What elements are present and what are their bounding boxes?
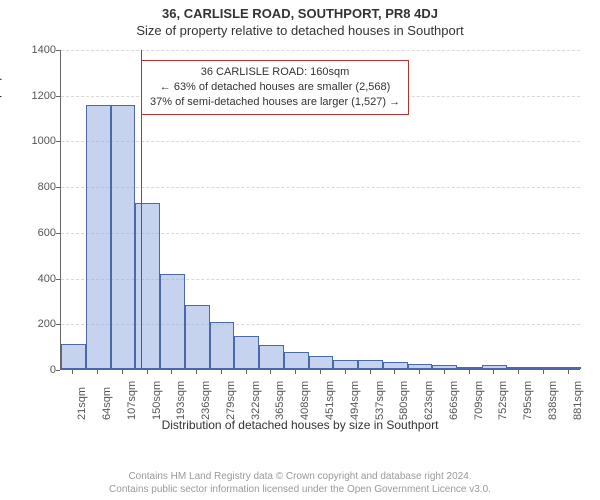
- x-tick-label: 494sqm: [349, 381, 361, 420]
- x-tick-label: 193sqm: [175, 381, 187, 420]
- histogram-bar: [160, 274, 185, 369]
- histogram-bar: [135, 203, 160, 369]
- histogram-bar: [383, 362, 408, 369]
- histogram-bar: [408, 364, 433, 369]
- chart-container: 36, CARLISLE ROAD, SOUTHPORT, PR8 4DJ Si…: [0, 0, 600, 500]
- x-tick-label: 881sqm: [572, 381, 584, 420]
- attribution-line2: Contains public sector information licen…: [0, 483, 600, 496]
- gridline: [61, 141, 580, 142]
- histogram-bar: [358, 360, 383, 369]
- histogram-bar: [210, 322, 235, 369]
- histogram-bar: [185, 305, 210, 369]
- x-tick-label: 451sqm: [324, 381, 336, 420]
- y-tick-label: 200: [4, 318, 56, 330]
- x-tick-label: 107sqm: [126, 381, 138, 420]
- x-tick-label: 150sqm: [151, 381, 163, 420]
- plot-region: 36 CARLISLE ROAD: 160sqm← 63% of detache…: [60, 50, 580, 370]
- y-axis-label: Number of detached properties: [0, 45, 2, 210]
- y-tick-label: 1200: [4, 90, 56, 102]
- attribution: Contains HM Land Registry data © Crown c…: [0, 470, 600, 496]
- y-tick-mark: [56, 279, 60, 280]
- x-tick-label: 752sqm: [497, 381, 509, 420]
- x-tick-mark: [469, 370, 470, 374]
- y-tick-label: 400: [4, 273, 56, 285]
- x-tick-mark: [444, 370, 445, 374]
- x-tick-mark: [543, 370, 544, 374]
- x-tick-mark: [370, 370, 371, 374]
- x-tick-label: 580sqm: [398, 381, 410, 420]
- y-tick-mark: [56, 324, 60, 325]
- x-tick-mark: [196, 370, 197, 374]
- x-tick-label: 21sqm: [76, 387, 88, 420]
- x-tick-mark: [147, 370, 148, 374]
- x-tick-label: 64sqm: [101, 387, 113, 420]
- x-tick-mark: [72, 370, 73, 374]
- x-tick-label: 795sqm: [522, 381, 534, 420]
- y-tick-mark: [56, 187, 60, 188]
- x-tick-mark: [221, 370, 222, 374]
- x-tick-mark: [270, 370, 271, 374]
- annotation-line3: 37% of semi-detached houses are larger (…: [150, 95, 400, 110]
- x-tick-mark: [394, 370, 395, 374]
- y-tick-label: 800: [4, 181, 56, 193]
- annotation-box: 36 CARLISLE ROAD: 160sqm← 63% of detache…: [141, 60, 409, 115]
- x-tick-label: 408sqm: [299, 381, 311, 420]
- attribution-line1: Contains HM Land Registry data © Crown c…: [0, 470, 600, 483]
- histogram-bar: [531, 367, 556, 369]
- x-tick-mark: [171, 370, 172, 374]
- histogram-bar: [284, 352, 309, 369]
- histogram-bar: [556, 367, 581, 369]
- x-axis-label: Distribution of detached houses by size …: [0, 418, 600, 432]
- y-tick-mark: [56, 50, 60, 51]
- y-tick-mark: [56, 370, 60, 371]
- x-tick-mark: [419, 370, 420, 374]
- histogram-bar: [457, 367, 482, 369]
- x-tick-label: 236sqm: [200, 381, 212, 420]
- histogram-bar: [333, 360, 358, 369]
- x-tick-mark: [97, 370, 98, 374]
- annotation-line2: ← 63% of detached houses are smaller (2,…: [150, 80, 400, 95]
- y-tick-label: 0: [4, 364, 56, 376]
- gridline: [61, 187, 580, 188]
- y-tick-label: 1000: [4, 135, 56, 147]
- x-tick-label: 666sqm: [448, 381, 460, 420]
- y-tick-mark: [56, 141, 60, 142]
- x-tick-mark: [518, 370, 519, 374]
- address-title: 36, CARLISLE ROAD, SOUTHPORT, PR8 4DJ: [0, 0, 600, 21]
- x-tick-mark: [493, 370, 494, 374]
- histogram-bar: [507, 367, 532, 369]
- histogram-bar: [259, 345, 284, 369]
- histogram-bar: [482, 365, 507, 369]
- subtitle: Size of property relative to detached ho…: [0, 21, 600, 38]
- x-tick-label: 365sqm: [274, 381, 286, 420]
- gridline: [61, 50, 580, 51]
- x-tick-label: 322sqm: [250, 381, 262, 420]
- x-tick-mark: [345, 370, 346, 374]
- annotation-line1: 36 CARLISLE ROAD: 160sqm: [150, 65, 400, 80]
- histogram-bar: [86, 105, 111, 369]
- x-tick-label: 623sqm: [423, 381, 435, 420]
- x-tick-label: 838sqm: [547, 381, 559, 420]
- x-tick-mark: [320, 370, 321, 374]
- histogram-bar: [309, 356, 334, 369]
- x-tick-mark: [246, 370, 247, 374]
- y-tick-label: 600: [4, 227, 56, 239]
- x-tick-label: 537sqm: [374, 381, 386, 420]
- x-tick-label: 279sqm: [225, 381, 237, 420]
- histogram-bar: [234, 336, 259, 369]
- x-tick-mark: [568, 370, 569, 374]
- x-tick-label: 709sqm: [473, 381, 485, 420]
- x-tick-mark: [295, 370, 296, 374]
- y-tick-mark: [56, 96, 60, 97]
- histogram-bar: [111, 105, 136, 369]
- histogram-bar: [61, 344, 86, 369]
- x-tick-mark: [122, 370, 123, 374]
- chart-area: Number of detached properties 36 CARLISL…: [0, 42, 600, 442]
- histogram-bar: [432, 365, 457, 369]
- y-tick-label: 1400: [4, 44, 56, 56]
- y-tick-mark: [56, 233, 60, 234]
